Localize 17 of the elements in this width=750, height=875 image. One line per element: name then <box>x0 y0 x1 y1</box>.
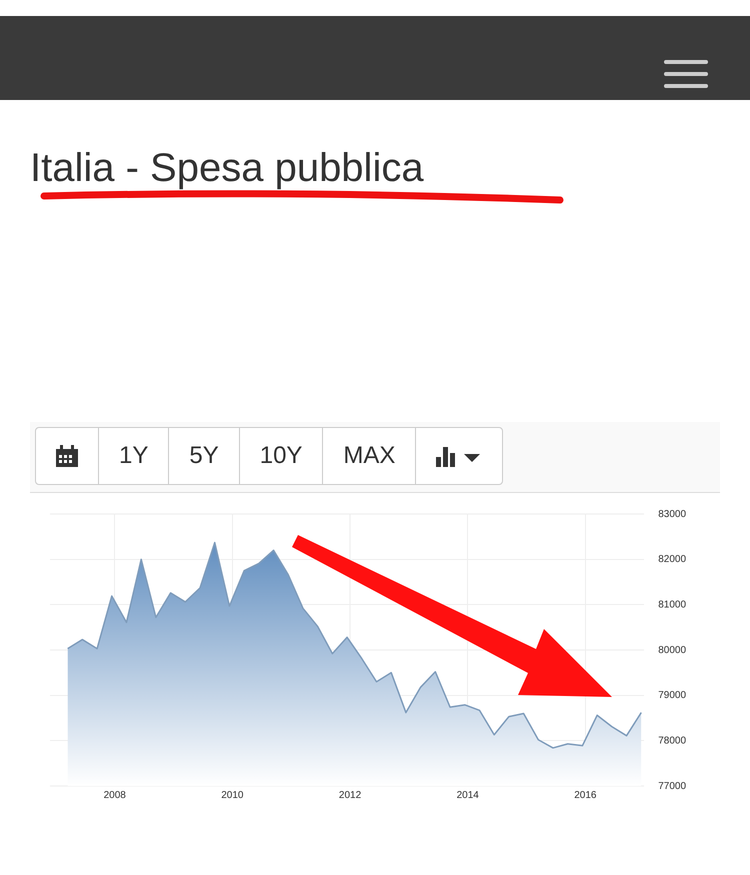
x-tick-label: 2016 <box>574 790 597 801</box>
x-tick-label: 2014 <box>456 790 480 801</box>
text: 5Y <box>169 428 240 484</box>
y-tick-label: 82000 <box>658 554 686 566</box>
text: 1Y <box>99 428 170 484</box>
y-tick-label: 79000 <box>658 690 686 702</box>
text: 10Y <box>240 428 324 484</box>
y-tick-label: 78000 <box>658 735 686 746</box>
y-tick-label: 77000 <box>658 780 686 792</box>
x-tick-label: 2010 <box>221 790 244 801</box>
chart-title: Italia - Spesa pubblica <box>30 146 424 191</box>
y-tick-label: 83000 <box>658 508 686 520</box>
y-tick-label: 81000 <box>658 599 686 610</box>
text: MAX <box>323 428 416 484</box>
x-tick-label: 2008 <box>104 790 126 801</box>
x-tick-label: 2012 <box>338 790 362 801</box>
y-tick-label: 80000 <box>658 644 686 656</box>
